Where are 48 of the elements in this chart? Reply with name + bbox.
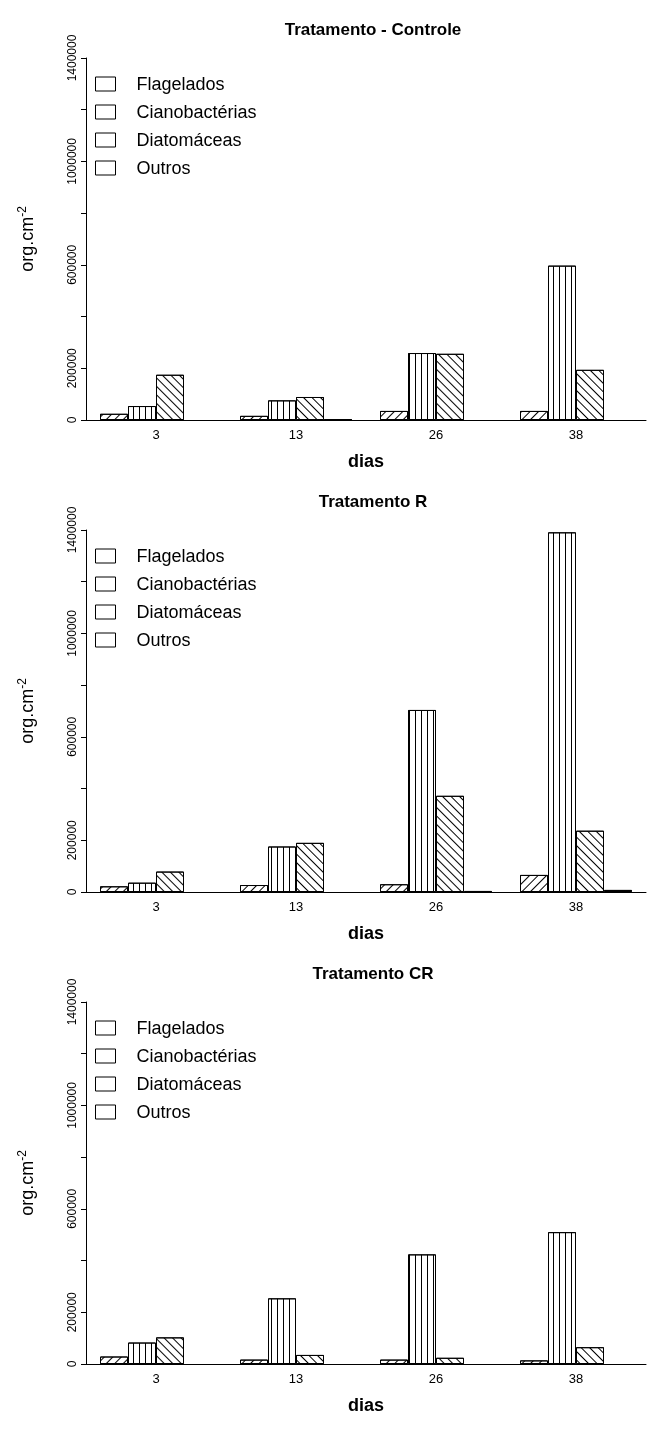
x-tick-label: 38 bbox=[568, 899, 584, 914]
legend-label: Cianobactérias bbox=[136, 1046, 257, 1066]
y-axis-title: org.cm-2 bbox=[15, 1149, 37, 1216]
y-tick-label: 1400000 bbox=[65, 34, 79, 82]
y-tick-label: 1400000 bbox=[65, 978, 79, 1026]
legend-label: Diatomáceas bbox=[136, 1074, 242, 1094]
legend-label: Cianobactérias bbox=[136, 574, 257, 594]
x-tick-label: 13 bbox=[288, 1371, 304, 1386]
x-tick-label: 3 bbox=[152, 899, 160, 914]
legend-label: Outros bbox=[136, 1102, 191, 1122]
legend-label: Flagelados bbox=[136, 546, 225, 566]
x-tick-label: 26 bbox=[428, 1371, 444, 1386]
y-tick-label: 0 bbox=[65, 416, 79, 424]
x-tick-label: 3 bbox=[152, 427, 160, 442]
y-tick-label: 0 bbox=[65, 1360, 79, 1368]
y-tick-label: 1000000 bbox=[65, 137, 79, 185]
y-tick-label: 200000 bbox=[65, 1291, 79, 1333]
chart-title: Tratamento - Controle bbox=[284, 20, 462, 39]
legend-label: Outros bbox=[136, 158, 191, 178]
y-tick-label: 600000 bbox=[65, 716, 79, 757]
chart-title: Tratamento CR bbox=[312, 964, 434, 983]
y-tick-label: 200000 bbox=[65, 347, 79, 389]
x-axis-title: dias bbox=[347, 1395, 385, 1415]
legend-label: Outros bbox=[136, 630, 191, 650]
x-axis-title: dias bbox=[347, 923, 385, 943]
chart-title: Tratamento R bbox=[318, 492, 428, 511]
y-tick-label: 1000000 bbox=[65, 1081, 79, 1129]
legend-label: Diatomáceas bbox=[136, 602, 242, 622]
y-tick-label: 1000000 bbox=[65, 609, 79, 657]
legend-label: Cianobactérias bbox=[136, 102, 257, 122]
x-axis-title: dias bbox=[347, 451, 385, 471]
y-tick-label: 600000 bbox=[65, 1188, 79, 1229]
x-tick-label: 3 bbox=[152, 1371, 160, 1386]
x-tick-label: 26 bbox=[428, 427, 444, 442]
x-tick-label: 13 bbox=[288, 427, 304, 442]
x-tick-label: 26 bbox=[428, 899, 444, 914]
x-tick-label: 13 bbox=[288, 899, 304, 914]
y-tick-label: 600000 bbox=[65, 244, 79, 285]
y-axis-title: org.cm-2 bbox=[15, 677, 37, 744]
y-tick-label: 0 bbox=[65, 888, 79, 896]
legend-label: Flagelados bbox=[136, 1018, 225, 1038]
y-tick-label: 1400000 bbox=[65, 506, 79, 554]
x-tick-label: 38 bbox=[568, 427, 584, 442]
x-tick-label: 38 bbox=[568, 1371, 584, 1386]
y-tick-label: 200000 bbox=[65, 819, 79, 861]
y-axis-title: org.cm-2 bbox=[15, 205, 37, 272]
legend-label: Flagelados bbox=[136, 74, 225, 94]
legend-label: Diatomáceas bbox=[136, 130, 242, 150]
